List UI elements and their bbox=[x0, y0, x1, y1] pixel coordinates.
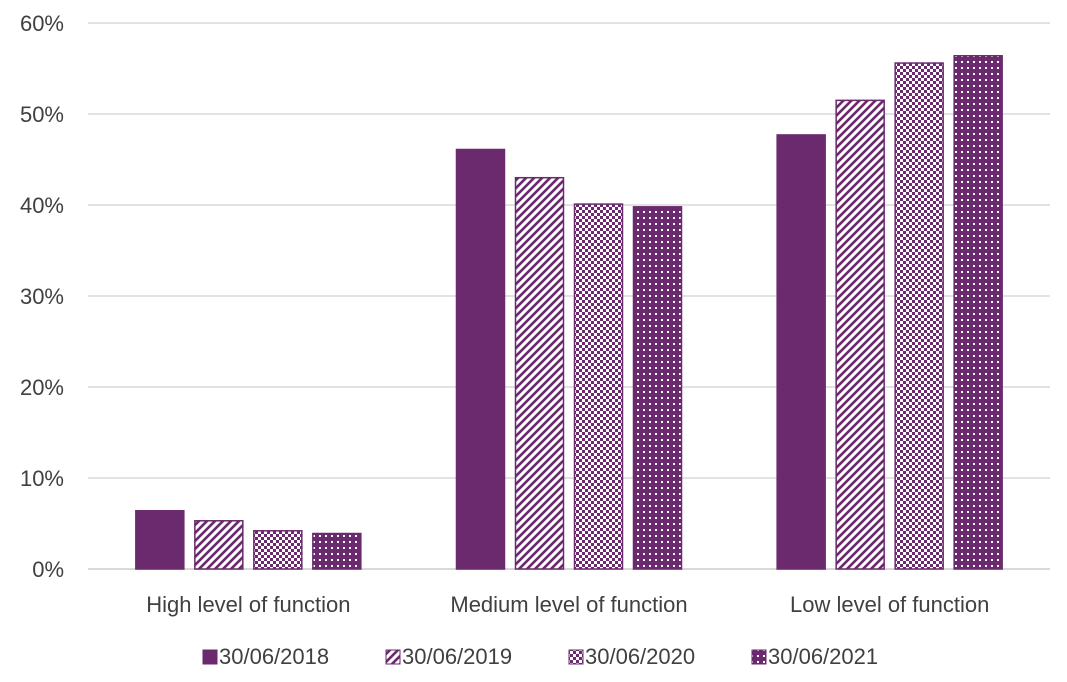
legend-item: 30/06/2019 bbox=[385, 644, 512, 669]
x-category-label: High level of function bbox=[146, 592, 350, 617]
y-tick-label: 60% bbox=[20, 11, 64, 36]
legend-item: 30/06/2018 bbox=[202, 644, 329, 669]
y-tick-label: 50% bbox=[20, 102, 64, 127]
bar-30-06-2020-2 bbox=[894, 62, 944, 570]
bar-30-06-2019-0 bbox=[194, 520, 244, 570]
bar-30-06-2018-2 bbox=[776, 134, 826, 570]
bar-30-06-2020-0 bbox=[253, 530, 303, 570]
y-tick-label: 20% bbox=[20, 375, 64, 400]
y-tick-label: 10% bbox=[20, 466, 64, 491]
legend-item: 30/06/2021 bbox=[751, 644, 878, 669]
legend-label: 30/06/2018 bbox=[219, 644, 329, 669]
legend-item: 30/06/2020 bbox=[568, 644, 695, 669]
legend-swatch bbox=[751, 649, 767, 665]
legend: 30/06/2018 30/06/2019 30/06/2020 30/06/2021 bbox=[202, 644, 878, 669]
x-axis: High level of function Medium level of fu… bbox=[146, 592, 989, 617]
bar-30-06-2020-1 bbox=[573, 203, 624, 570]
gridlines bbox=[88, 22, 1050, 570]
legend-label: 30/06/2019 bbox=[402, 644, 512, 669]
bar-30-06-2021-2 bbox=[953, 55, 1003, 570]
x-category-label: Medium level of function bbox=[450, 592, 687, 617]
y-tick-label: 0% bbox=[32, 557, 64, 582]
legend-swatch bbox=[568, 649, 584, 665]
legend-swatch bbox=[202, 649, 218, 665]
bars bbox=[135, 55, 1003, 570]
bar-30-06-2018-1 bbox=[455, 148, 506, 570]
bar-30-06-2019-1 bbox=[514, 176, 565, 570]
x-category-label: Low level of function bbox=[790, 592, 989, 617]
legend-label: 30/06/2021 bbox=[768, 644, 878, 669]
legend-label: 30/06/2020 bbox=[585, 644, 695, 669]
bar-30-06-2018-0 bbox=[135, 510, 185, 570]
legend-swatch bbox=[385, 649, 401, 665]
y-axis-tick-labels: 0% 10% 20% 30% 40% 50% 60% bbox=[20, 11, 64, 582]
bar-30-06-2019-2 bbox=[835, 99, 885, 570]
bar-30-06-2021-1 bbox=[632, 206, 683, 570]
y-tick-label: 30% bbox=[20, 284, 64, 309]
y-tick-label: 40% bbox=[20, 193, 64, 218]
bar-30-06-2021-0 bbox=[312, 532, 362, 570]
